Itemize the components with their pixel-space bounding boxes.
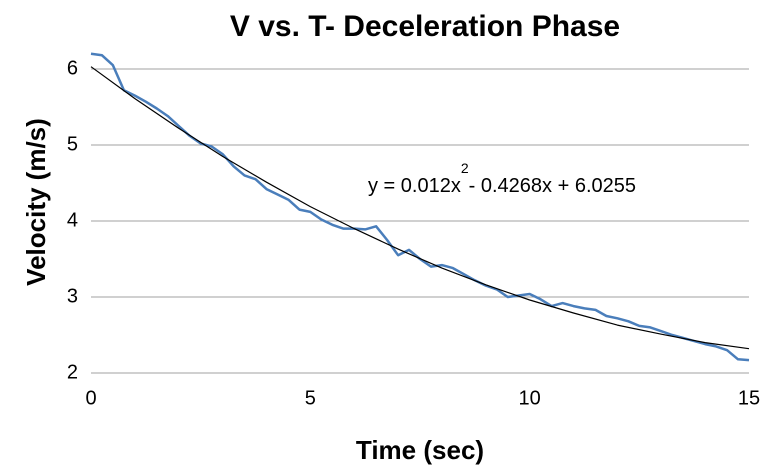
y-tick-label: 3 — [67, 285, 78, 307]
trend-equation: y = 0.012x2- 0.4268x + 6.0255 — [368, 160, 636, 198]
x-tick-label: 0 — [85, 387, 96, 409]
y-tick-label: 2 — [67, 361, 78, 383]
x-tick-label: 5 — [305, 387, 316, 409]
trend-line — [90, 66, 750, 350]
chart-title: V vs. T- Deceleration Phase — [230, 10, 620, 43]
x-axis-title: Time (sec) — [356, 435, 484, 465]
y-axis-title: Velocity (m/s) — [21, 118, 51, 286]
data-line — [90, 52, 750, 362]
y-tick-label: 4 — [67, 209, 78, 231]
equation-exponent: 2 — [461, 160, 469, 176]
y-tick-label: 5 — [67, 133, 78, 155]
equation-text: y = 0.012x — [368, 175, 461, 197]
x-tick-label: 15 — [738, 387, 760, 409]
x-tick-label: 10 — [519, 387, 541, 409]
equation-rest: - 0.4268x + 6.0255 — [469, 175, 636, 197]
y-tick-label: 6 — [67, 57, 78, 79]
